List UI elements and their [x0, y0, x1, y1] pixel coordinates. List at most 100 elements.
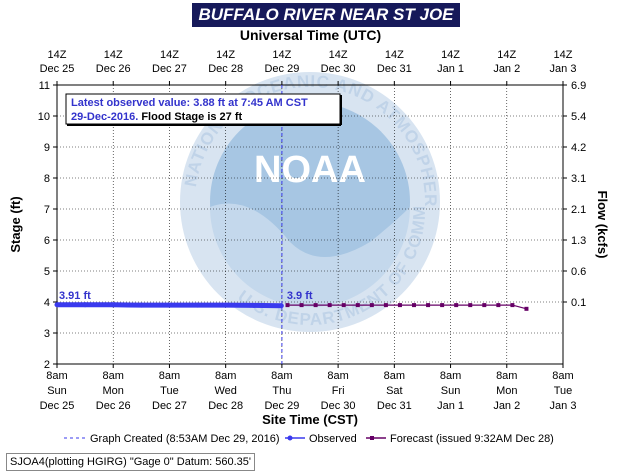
x-tick-label: Mon [496, 385, 517, 397]
x-tick-label: Sat [386, 385, 403, 397]
observed-point [110, 302, 116, 308]
top-tick-label: Jan 1 [437, 63, 464, 75]
top-tick-label: Dec 30 [321, 63, 356, 75]
top-tick-label: Dec 31 [377, 63, 412, 75]
forecast-point [482, 303, 487, 308]
forecast-point [454, 303, 459, 308]
top-tick-label: 14Z [216, 49, 235, 61]
x-axis-title: Site Time (CST) [262, 412, 358, 427]
x-tick-label: 8am [327, 370, 348, 382]
y-tick-label: 5 [44, 266, 50, 278]
x-tick-label: 8am [215, 370, 236, 382]
y2-tick-label: 4.2 [571, 142, 586, 154]
observed-point [278, 303, 284, 309]
top-tick-label: Dec 26 [96, 63, 131, 75]
forecast-point [412, 303, 417, 308]
y-axis-title: Stage (ft) [8, 196, 23, 252]
x-tick-label: 8am [159, 370, 180, 382]
legend-created-label: Graph Created (8:53AM Dec 29, 2016) [90, 433, 280, 445]
plot-border [56, 84, 564, 365]
top-tick-label: Dec 28 [208, 63, 243, 75]
x-tick-label: Mon [103, 385, 124, 397]
x-tick-label: 8am [496, 370, 517, 382]
observed-point [223, 302, 229, 308]
chart-legend: Graph Created (8:53AM Dec 29, 2016) Obser… [64, 433, 554, 445]
top-axis-title: Universal Time (UTC) [239, 27, 382, 43]
top-tick-label: 14Z [441, 49, 460, 61]
y2-tick-label: 0.6 [571, 266, 586, 278]
top-tick-label: 14Z [385, 49, 404, 61]
flood-stage-text: Flood Stage is 27 ft [141, 111, 242, 123]
x-tick-label: Jan 1 [437, 400, 464, 412]
top-tick-label: Dec 25 [40, 63, 75, 75]
y-tick-label: 11 [39, 80, 50, 92]
observed-point [195, 302, 201, 308]
forecast-point [369, 303, 374, 308]
x-tick-label: Tue [160, 385, 179, 397]
info-box: Latest observed value: 3.88 ft at 7:45 A… [65, 93, 342, 126]
observed-point [54, 302, 60, 308]
forecast-point [426, 303, 431, 308]
legend-observed-marker [287, 435, 293, 441]
y2-tick-label: 3.1 [571, 173, 586, 185]
x-tick-label: Sun [441, 385, 461, 397]
x-tick-label: Tue [554, 385, 573, 397]
x-tick-label: Dec 31 [377, 400, 412, 412]
top-tick-label: 14Z [329, 49, 348, 61]
observed-point [82, 302, 88, 308]
latest-observed-text: Latest observed value: 3.88 ft at 7:45 A… [71, 97, 308, 109]
y-tick-label: 8 [44, 173, 50, 185]
x-tick-label: Jan 3 [550, 400, 577, 412]
y2-tick-label: 6.9 [571, 80, 586, 92]
top-tick-label: 14Z [48, 49, 67, 61]
forecast-line [287, 304, 527, 310]
start-value-label: 3.91 ft [59, 290, 91, 302]
forecast-point [397, 303, 402, 308]
forecast-point [524, 306, 529, 311]
x-tick-label: Wed [214, 385, 236, 397]
observed-point [251, 302, 257, 308]
observed-date: 29-Dec-2016. [71, 111, 141, 123]
top-tick-label: Jan 2 [493, 63, 520, 75]
y-tick-label: 4 [44, 297, 50, 309]
x-tick-label: 8am [271, 370, 292, 382]
info-box-line2: 29-Dec-2016. Flood Stage is 27 ft [71, 111, 243, 123]
gage-datum-label: SJOA4(plotting HGIRG) "Gage 0" Datum: 56… [6, 453, 256, 471]
legend-forecast-marker [370, 436, 374, 440]
forecast-point [496, 303, 501, 308]
y2-tick-label: 5.4 [571, 111, 586, 123]
top-tick-label: 14Z [104, 49, 123, 61]
top-tick-label: 14Z [272, 49, 291, 61]
observed-point [138, 302, 144, 308]
x-tick-label: 8am [46, 370, 67, 382]
series-layer: 3.91 ft 3.9 ft [54, 85, 529, 364]
forecast-point [285, 303, 290, 308]
top-tick-label: 14Z [497, 49, 516, 61]
x-tick-label: 8am [552, 370, 573, 382]
observed-point [166, 302, 172, 308]
x-tick-label: 8am [440, 370, 461, 382]
y-tick-label: 2 [44, 359, 50, 371]
x-tick-label: Thu [272, 385, 291, 397]
forecast-point [510, 303, 515, 308]
watermark-logo-text: NOAA [254, 149, 366, 191]
forecast-point [440, 303, 445, 308]
forecast-point [313, 303, 318, 308]
y2-tick-label: 1.3 [571, 235, 586, 247]
end-value-label: 3.9 ft [287, 290, 313, 302]
y2-axis-title: Flow (kcfs) [595, 191, 610, 259]
watermark-gull [210, 203, 410, 307]
x-tick-label: Jan 2 [493, 400, 520, 412]
y-tick-label: 9 [44, 142, 50, 154]
chart-axes: 2 3 4 5 6 7 8 9 10 11 0.1 0.6 1.3 2.1 3.1 4.2 5.4 6.9 8am S… [8, 49, 610, 427]
legend-observed-label: Observed [309, 433, 357, 445]
x-tick-label: 8am [384, 370, 405, 382]
top-tick-label: Dec 27 [152, 63, 187, 75]
chart-title: BUFFALO RIVER NEAR ST JOE [192, 3, 460, 27]
forecast-point [383, 303, 388, 308]
x-tick-label: Dec 26 [96, 400, 131, 412]
forecast-point [299, 303, 304, 308]
y2-tick-label: 0.1 [571, 297, 586, 309]
x-tick-label: Dec 25 [40, 400, 75, 412]
